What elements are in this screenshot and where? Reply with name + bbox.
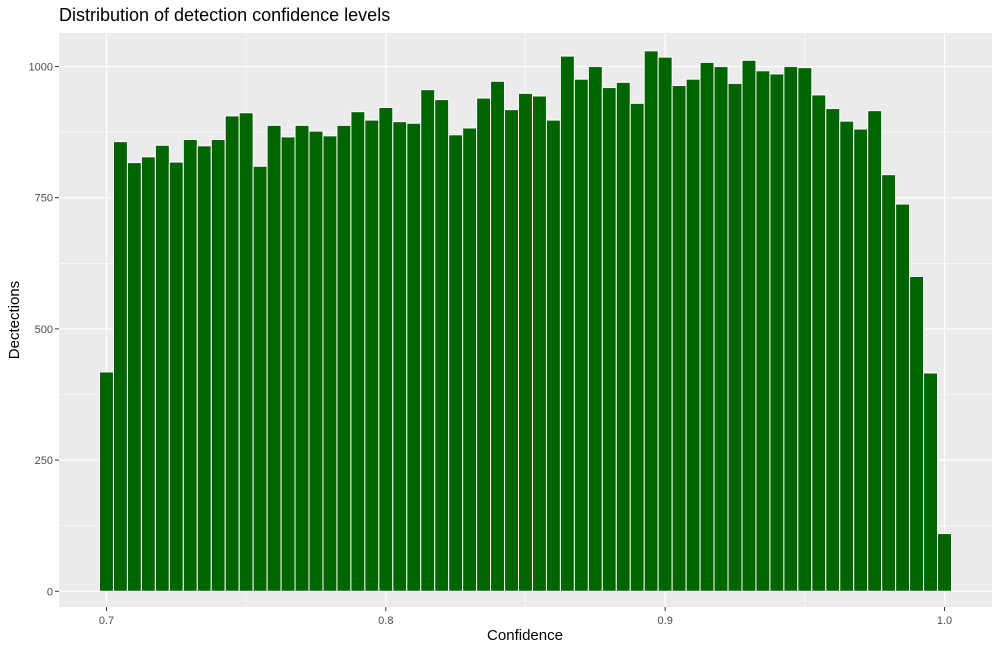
histogram-bar: [378, 107, 394, 592]
histogram-bar: [462, 127, 478, 592]
histogram-bar: [392, 121, 408, 592]
histogram-bar: [587, 66, 603, 592]
x-tick-label: 0.7: [99, 615, 114, 627]
histogram-bar: [783, 66, 799, 592]
histogram-bar: [99, 371, 114, 592]
y-axis-ticks: 0 250 500 750 1000: [29, 62, 59, 598]
x-tick-label: 1.0: [937, 615, 952, 627]
histogram-bar: [448, 134, 464, 592]
histogram-bar: [615, 81, 631, 592]
bars: [99, 50, 952, 592]
y-tick-label: 750: [35, 193, 53, 205]
histogram-bar: [210, 139, 226, 592]
y-axis-title: Dectections: [6, 281, 23, 359]
y-tick-label: 0: [47, 586, 53, 598]
histogram-bar: [308, 130, 324, 592]
histogram-bar: [811, 94, 827, 592]
histogram-bar: [839, 120, 855, 592]
x-tick-label: 0.8: [378, 615, 393, 627]
histogram-bar: [490, 80, 506, 592]
histogram-bar: [909, 275, 925, 592]
histogram-bar: [182, 139, 198, 592]
histogram-bar: [518, 92, 533, 592]
histogram-bar: [280, 136, 296, 592]
histogram-bar: [504, 109, 520, 592]
histogram-bar: [853, 128, 869, 592]
histogram-bar: [196, 145, 212, 592]
histogram-bar: [238, 112, 254, 592]
histogram-bar: [629, 102, 645, 592]
histogram-bar: [727, 82, 743, 592]
histogram-bar: [112, 141, 128, 592]
histogram-bar: [336, 124, 352, 592]
histogram-bar: [643, 50, 659, 592]
histogram-bar: [531, 95, 547, 592]
y-tick-label: 500: [35, 324, 53, 336]
histogram-bar: [420, 89, 436, 592]
histogram-bar: [559, 55, 575, 592]
histogram-bar: [769, 73, 785, 592]
histogram-bar: [476, 97, 492, 592]
histogram-bar: [713, 66, 729, 592]
histogram-bar: [797, 67, 813, 592]
histogram-bar: [322, 135, 338, 592]
histogram-bar: [657, 56, 673, 592]
histogram-bar: [755, 70, 771, 592]
histogram-bar: [350, 111, 366, 592]
chart-title: Distribution of detection confidence lev…: [59, 5, 390, 25]
histogram-bar: [545, 119, 561, 592]
x-axis-ticks: 0.7 0.8 0.9 1.0: [99, 607, 952, 627]
histogram-bar: [825, 108, 841, 592]
histogram-bar: [266, 124, 282, 592]
histogram-bar: [573, 78, 589, 592]
histogram-bar: [671, 84, 687, 592]
histogram-bar: [601, 87, 617, 592]
x-axis-title: Confidence: [487, 627, 563, 644]
histogram-bar: [895, 203, 911, 592]
histogram-bar: [923, 372, 939, 592]
histogram-bar: [294, 124, 310, 592]
histogram-bar: [881, 174, 897, 592]
histogram-bar: [252, 165, 268, 592]
y-tick-label: 1000: [29, 62, 53, 74]
histogram-bar: [224, 115, 240, 592]
histogram-bar: [685, 78, 701, 592]
histogram-bar: [937, 533, 952, 592]
y-tick-label: 250: [35, 455, 53, 467]
histogram-bar: [434, 99, 450, 592]
histogram-bar: [741, 59, 757, 592]
histogram-bar: [126, 162, 142, 592]
histogram-bar: [867, 110, 883, 592]
x-tick-label: 0.9: [658, 615, 673, 627]
histogram-bar: [699, 61, 715, 592]
histogram-bar: [154, 144, 170, 592]
histogram-bar: [406, 122, 422, 592]
histogram-bar: [364, 119, 380, 592]
histogram-bar: [168, 161, 184, 592]
histogram-bar: [140, 156, 156, 592]
